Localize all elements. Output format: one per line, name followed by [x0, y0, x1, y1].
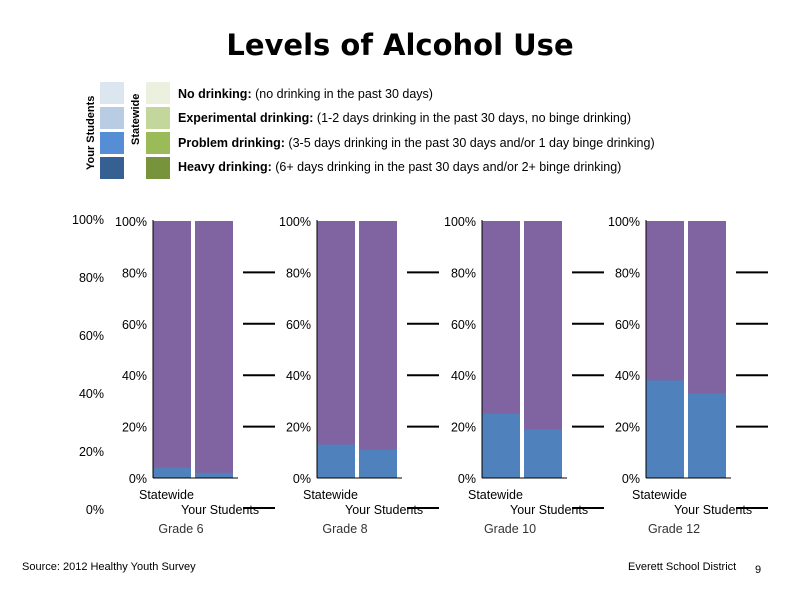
legend-item-desc: (6+ days drinking in the past 30 days an… — [271, 160, 622, 174]
bar-label-statewide: Statewide — [468, 488, 523, 502]
legend-item-name: Heavy drinking: — [178, 160, 272, 174]
legend-your-students-label: Your Students — [85, 95, 97, 170]
y-tick-label: 100% — [444, 215, 476, 229]
bar-segment — [524, 429, 562, 478]
y-tick-label: 80% — [615, 266, 640, 280]
grade-label: Grade 6 — [158, 522, 203, 536]
state-swatch-problem — [146, 132, 170, 154]
bar-remainder — [195, 221, 233, 478]
bar-segment — [646, 380, 684, 478]
legend-item-problem: Problem drinking: (3-5 days drinking in … — [178, 136, 655, 150]
outer-y-tick-label: 80% — [79, 271, 104, 285]
bar-segment — [153, 467, 191, 478]
legend-item-desc: (no drinking in the past 30 days) — [251, 87, 433, 101]
bar-label-your-students: Your Students — [181, 503, 259, 517]
bar-remainder — [153, 221, 191, 478]
y-tick-label: 60% — [615, 318, 640, 332]
source-note: Source: 2012 Healthy Youth Survey — [22, 561, 196, 573]
your-swatch-no-drinking — [100, 82, 124, 104]
state-swatch-experimental — [146, 107, 170, 129]
y-tick-label: 40% — [451, 369, 476, 383]
legend-item-name: Problem drinking: — [178, 136, 285, 150]
grade-label: Grade 10 — [484, 522, 536, 536]
legend-item-heavy: Heavy drinking: (6+ days drinking in the… — [178, 160, 621, 174]
y-tick-label: 0% — [129, 472, 147, 486]
bar-label-statewide: Statewide — [139, 488, 194, 502]
y-tick-label: 100% — [608, 215, 640, 229]
y-tick-label: 100% — [279, 215, 311, 229]
bar-segment — [317, 444, 355, 478]
legend-item-name: Experimental drinking: — [178, 111, 314, 125]
legend-item-desc: (1-2 days drinking in the past 30 days, … — [313, 111, 632, 125]
your-swatch-experimental — [100, 107, 124, 129]
y-tick-label: 60% — [122, 318, 147, 332]
your-swatch-problem — [100, 132, 124, 154]
state-swatch-no-drinking — [146, 82, 170, 104]
bar-label-statewide: Statewide — [303, 488, 358, 502]
y-tick-label: 80% — [451, 266, 476, 280]
outer-y-tick-label: 60% — [79, 329, 104, 343]
y-tick-label: 20% — [286, 421, 311, 435]
page-title: Levels of Alcohol Use — [226, 28, 574, 62]
y-tick-label: 80% — [286, 266, 311, 280]
bar-segment — [482, 413, 520, 478]
legend-item-no-drinking: No drinking: (no drinking in the past 30… — [178, 87, 433, 101]
bar-segment — [195, 472, 233, 478]
bar-label-your-students: Your Students — [674, 503, 752, 517]
grade-label: Grade 12 — [648, 522, 700, 536]
bar-segment — [359, 449, 397, 478]
y-tick-label: 40% — [615, 369, 640, 383]
your-swatch-heavy — [100, 157, 124, 179]
page-number: 9 — [755, 564, 762, 576]
bar-remainder — [317, 221, 355, 478]
y-tick-label: 40% — [122, 369, 147, 383]
legend-item-name: No drinking: — [178, 87, 252, 101]
legend-statewide-label: Statewide — [130, 93, 142, 145]
bar-segment — [688, 393, 726, 478]
y-tick-label: 20% — [615, 421, 640, 435]
outer-y-tick-label: 20% — [79, 445, 104, 459]
outer-y-tick-label: 100% — [72, 213, 104, 227]
grade-label: Grade 8 — [322, 522, 367, 536]
bar-label-your-students: Your Students — [510, 503, 588, 517]
y-tick-label: 60% — [286, 318, 311, 332]
y-tick-label: 0% — [458, 472, 476, 486]
y-tick-label: 20% — [122, 421, 147, 435]
state-swatch-heavy — [146, 157, 170, 179]
y-tick-label: 60% — [451, 318, 476, 332]
bar-remainder — [359, 221, 397, 478]
y-tick-label: 0% — [622, 472, 640, 486]
y-tick-label: 20% — [451, 421, 476, 435]
outer-y-tick-label: 0% — [86, 503, 104, 517]
legend-item-experimental: Experimental drinking: (1-2 days drinkin… — [178, 111, 631, 125]
y-tick-label: 100% — [115, 215, 147, 229]
bar-label-statewide: Statewide — [632, 488, 687, 502]
y-tick-label: 40% — [286, 369, 311, 383]
y-tick-label: 0% — [293, 472, 311, 486]
district-name: Everett School District — [628, 561, 737, 573]
y-tick-label: 80% — [122, 266, 147, 280]
outer-y-tick-label: 40% — [79, 387, 104, 401]
bar-label-your-students: Your Students — [345, 503, 423, 517]
legend-item-desc: (3-5 days drinking in the past 30 days a… — [284, 136, 655, 150]
